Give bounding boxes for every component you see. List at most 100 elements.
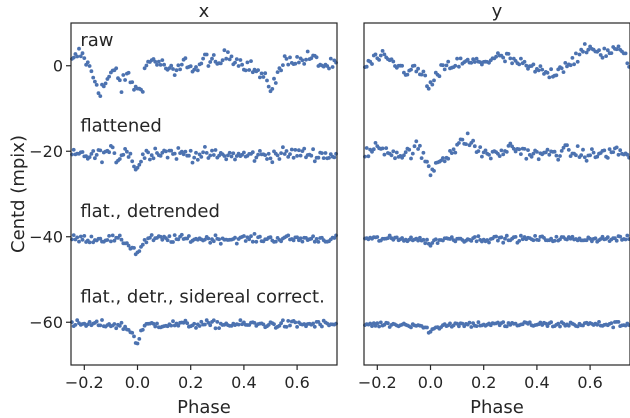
data-point xyxy=(558,154,562,158)
data-point xyxy=(289,147,294,152)
series-0 xyxy=(363,42,630,91)
data-point xyxy=(187,153,191,158)
data-point xyxy=(430,241,435,245)
data-point xyxy=(82,234,87,238)
data-point xyxy=(311,321,315,326)
data-point xyxy=(437,74,442,79)
data-point xyxy=(536,68,541,73)
data-point xyxy=(412,144,417,149)
data-point xyxy=(453,63,458,68)
data-point xyxy=(199,61,204,66)
data-point xyxy=(258,149,262,153)
data-point xyxy=(103,81,108,86)
data-point xyxy=(407,147,412,152)
data-point xyxy=(476,149,481,154)
data-point xyxy=(77,46,81,51)
data-point xyxy=(211,318,216,323)
data-point xyxy=(265,157,269,161)
data-point xyxy=(547,152,552,157)
data-point xyxy=(556,157,561,162)
data-point xyxy=(171,67,175,71)
data-point xyxy=(554,153,559,158)
data-point xyxy=(286,62,291,67)
panel-title: x xyxy=(199,1,210,22)
data-point xyxy=(123,78,127,82)
data-point xyxy=(288,152,292,157)
data-point xyxy=(416,66,420,71)
data-point xyxy=(316,155,321,160)
data-point xyxy=(469,325,474,329)
data-point xyxy=(87,320,92,324)
data-point xyxy=(625,152,630,157)
series-annotation: flat., detr., sidereal correct. xyxy=(80,287,325,308)
data-point xyxy=(377,58,381,62)
data-point xyxy=(218,241,223,246)
data-point xyxy=(258,75,262,80)
data-point xyxy=(203,322,207,327)
data-point xyxy=(314,237,319,241)
data-point xyxy=(425,159,429,164)
data-point xyxy=(176,323,181,328)
data-point xyxy=(549,236,553,241)
data-point xyxy=(504,233,509,238)
data-point xyxy=(312,324,317,329)
data-point xyxy=(321,156,326,161)
data-point xyxy=(73,323,78,327)
data-point xyxy=(110,145,115,150)
data-point xyxy=(549,320,553,325)
data-point xyxy=(165,155,170,160)
data-point xyxy=(148,157,152,162)
data-point xyxy=(597,320,601,324)
data-point xyxy=(627,323,630,327)
data-point xyxy=(627,237,630,241)
series-1 xyxy=(363,131,630,178)
data-point xyxy=(91,149,96,153)
data-point xyxy=(579,153,584,158)
data-point xyxy=(281,63,285,67)
data-point xyxy=(472,235,477,239)
data-point xyxy=(403,150,408,155)
data-point xyxy=(405,72,410,77)
data-point xyxy=(242,150,246,155)
data-point xyxy=(158,154,163,158)
data-point xyxy=(382,152,387,157)
data-point xyxy=(77,239,81,244)
data-point xyxy=(238,58,243,62)
data-point xyxy=(494,234,498,239)
data-point xyxy=(268,156,273,161)
data-point xyxy=(386,321,390,326)
data-point xyxy=(293,61,298,66)
data-point xyxy=(203,145,207,149)
data-point xyxy=(409,235,413,240)
data-point xyxy=(574,153,578,158)
data-point xyxy=(556,321,561,326)
data-point xyxy=(199,319,204,324)
data-point xyxy=(123,324,127,329)
data-point xyxy=(114,66,119,71)
data-point xyxy=(85,60,90,65)
data-point xyxy=(535,150,539,154)
data-point xyxy=(183,149,188,154)
data-point xyxy=(609,51,614,55)
data-point xyxy=(140,327,145,332)
data-point xyxy=(87,240,92,245)
data-point xyxy=(421,150,426,155)
data-point xyxy=(105,238,110,242)
data-point xyxy=(320,324,324,329)
data-point xyxy=(119,237,124,242)
data-point xyxy=(195,68,200,73)
data-point xyxy=(130,330,135,335)
data-point xyxy=(171,319,175,324)
data-point xyxy=(302,146,307,151)
data-point xyxy=(121,152,126,157)
y-axis-label: Centd (mpix) xyxy=(8,135,29,253)
series-2 xyxy=(70,232,338,257)
x-tick-label: 0.0 xyxy=(418,373,443,392)
data-point xyxy=(536,238,541,243)
data-point xyxy=(513,235,518,239)
data-point xyxy=(75,54,80,59)
data-point xyxy=(298,153,303,158)
data-point xyxy=(93,156,97,161)
data-point xyxy=(421,69,426,74)
data-point xyxy=(275,70,280,74)
